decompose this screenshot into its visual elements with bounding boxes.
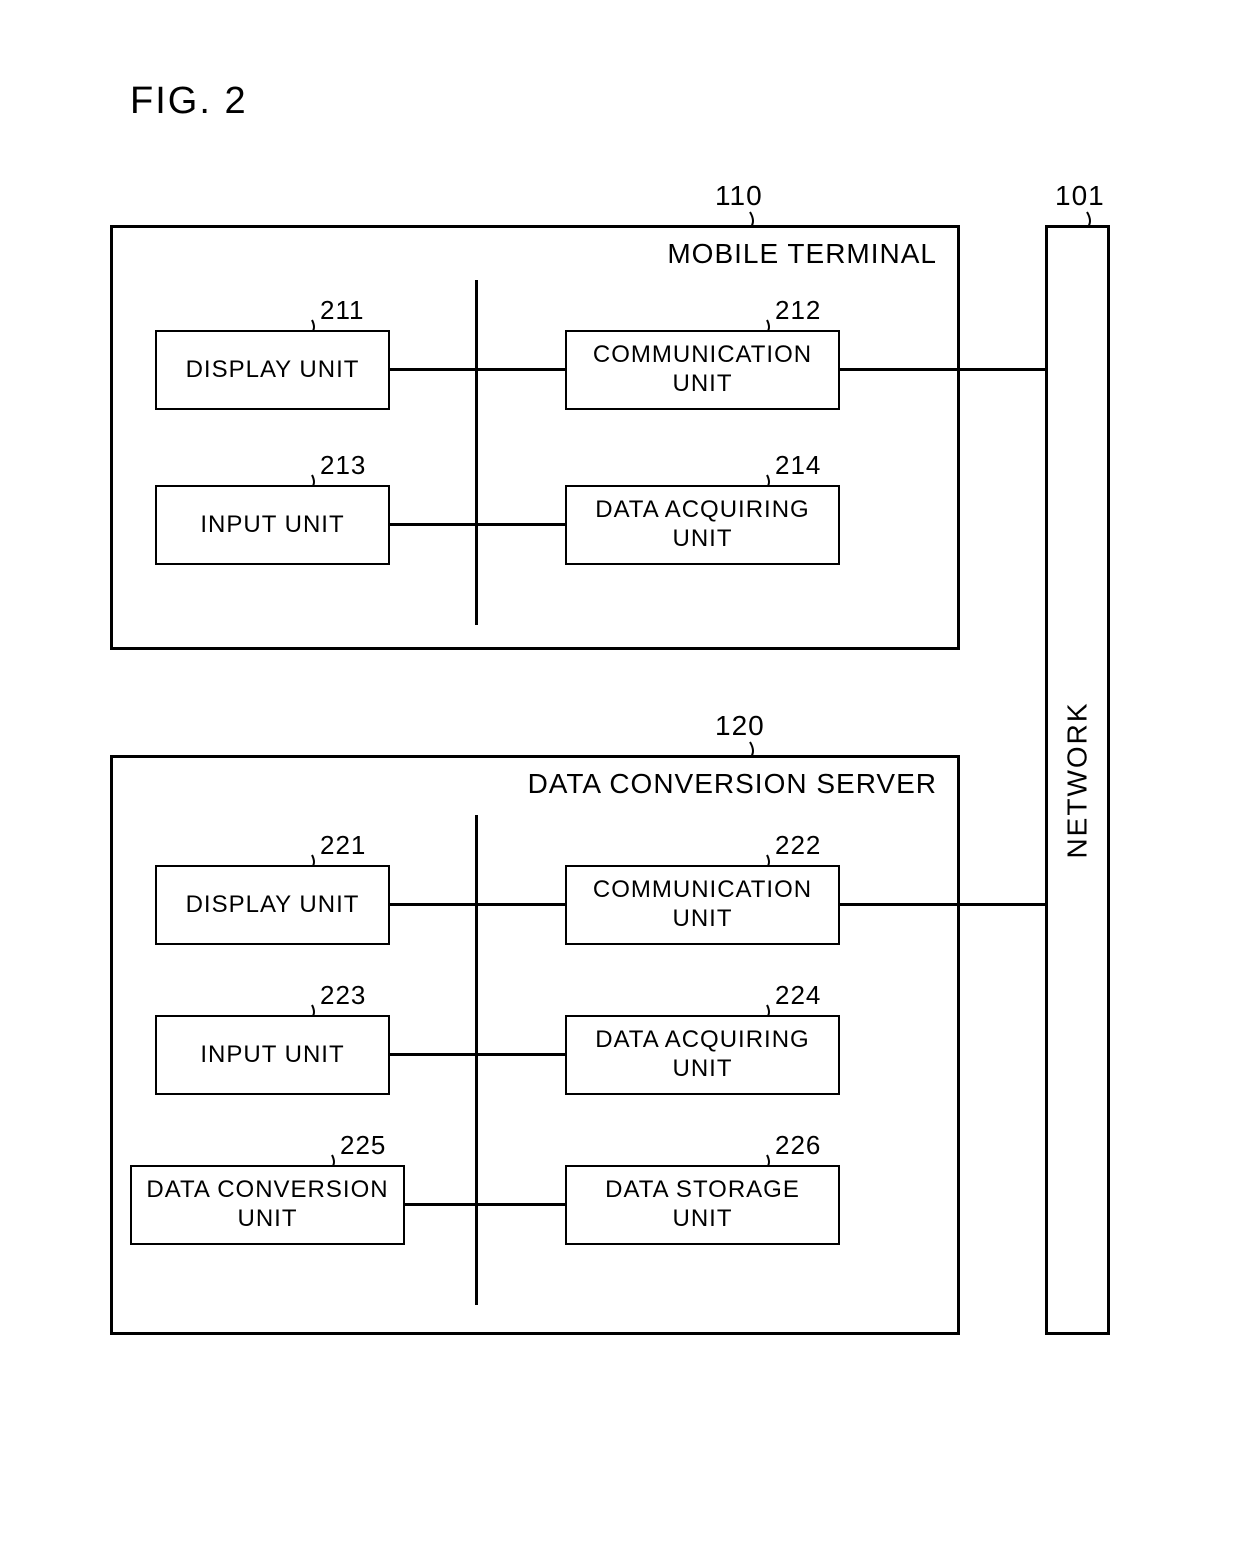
mt-bus-vertical xyxy=(475,280,478,625)
mt-data-acq-ref: 214 xyxy=(775,450,821,481)
dcs-data-conversion-unit: DATA CONVERSION UNIT xyxy=(130,1165,405,1245)
dcs-data-acquiring-unit: DATA ACQUIRING UNIT xyxy=(565,1015,840,1095)
mobile-terminal-title: MOBILE TERMINAL xyxy=(667,238,937,270)
mt-comm-label: COMMUNICATION UNIT xyxy=(593,341,812,399)
mt-display-connector xyxy=(390,368,475,371)
dcs-data-storage-ref: 226 xyxy=(775,1130,821,1161)
dcs-data-conv-label: DATA CONVERSION UNIT xyxy=(146,1176,388,1234)
mt-comm-connector-left xyxy=(478,368,565,371)
mt-input-unit: INPUT UNIT xyxy=(155,485,390,565)
dcs-data-storage-connector xyxy=(478,1203,565,1206)
mobile-terminal-ref: 110 xyxy=(715,180,763,212)
network-box: NETWORK xyxy=(1045,225,1110,1335)
dcs-data-conv-ref: 225 xyxy=(340,1130,386,1161)
mt-display-unit: DISPLAY UNIT xyxy=(155,330,390,410)
mt-communication-unit: COMMUNICATION UNIT xyxy=(565,330,840,410)
dcs-display-ref: 221 xyxy=(320,830,366,861)
network-ref: 101 xyxy=(1055,180,1105,212)
dcs-comm-label: COMMUNICATION UNIT xyxy=(593,876,812,934)
dcs-data-acq-ref: 224 xyxy=(775,980,821,1011)
mt-comm-ref: 212 xyxy=(775,295,821,326)
mt-data-acq-label: DATA ACQUIRING UNIT xyxy=(595,496,809,554)
dcs-data-acq-label: DATA ACQUIRING UNIT xyxy=(595,1026,809,1084)
dcs-comm-connector-right xyxy=(840,903,1045,906)
network-label: NETWORK xyxy=(1062,701,1094,858)
mobile-terminal-box: MOBILE TERMINAL xyxy=(110,225,960,650)
dcs-input-connector xyxy=(390,1053,475,1056)
mt-input-connector xyxy=(390,523,475,526)
dcs-bus-vertical xyxy=(475,815,478,1305)
dcs-display-connector xyxy=(390,903,475,906)
mt-input-ref: 213 xyxy=(320,450,366,481)
dcs-data-acq-connector xyxy=(478,1053,565,1056)
mt-data-acquiring-unit: DATA ACQUIRING UNIT xyxy=(565,485,840,565)
dcs-ref: 120 xyxy=(715,710,765,742)
dcs-input-unit: INPUT UNIT xyxy=(155,1015,390,1095)
dcs-data-storage-unit: DATA STORAGE UNIT xyxy=(565,1165,840,1245)
dcs-display-unit: DISPLAY UNIT xyxy=(155,865,390,945)
dcs-input-ref: 223 xyxy=(320,980,366,1011)
dcs-title: DATA CONVERSION SERVER xyxy=(528,768,937,800)
figure-title: FIG. 2 xyxy=(130,80,248,123)
mt-data-acq-connector xyxy=(478,523,565,526)
mt-comm-connector-right xyxy=(840,368,1045,371)
dcs-comm-connector-left xyxy=(478,903,565,906)
dcs-data-storage-label: DATA STORAGE UNIT xyxy=(605,1176,800,1234)
dcs-comm-ref: 222 xyxy=(775,830,821,861)
dcs-communication-unit: COMMUNICATION UNIT xyxy=(565,865,840,945)
mt-display-ref: 211 xyxy=(320,295,364,326)
dcs-data-conv-connector xyxy=(405,1203,475,1206)
